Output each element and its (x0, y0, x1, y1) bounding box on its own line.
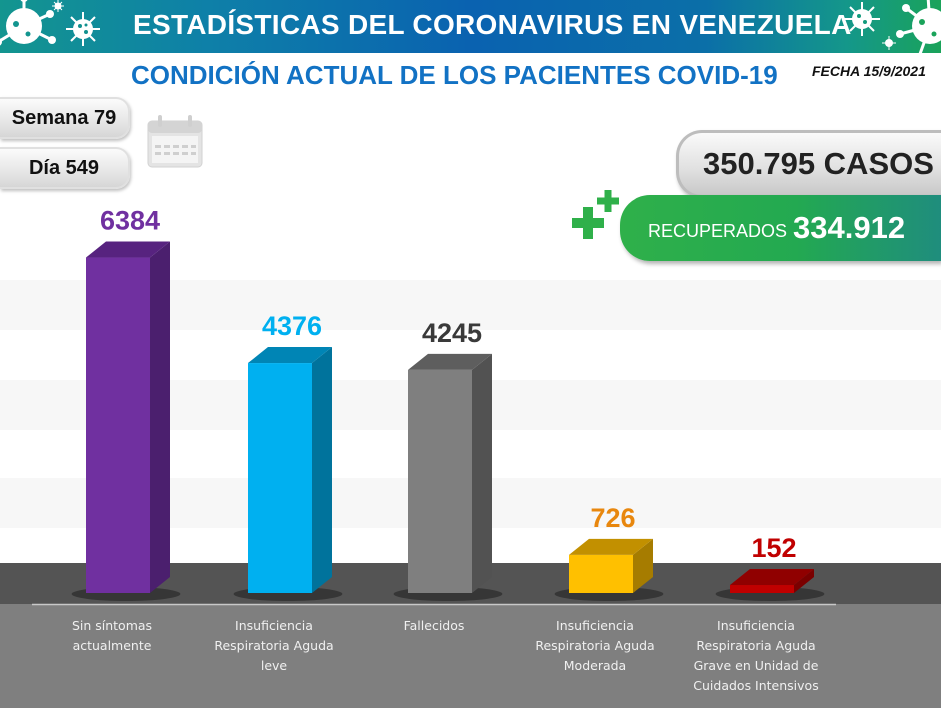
recovered-label: RECUPERADOS (648, 220, 788, 241)
bars: 6384 4376 4245 726 152 (71, 206, 825, 601)
virus-icon (844, 2, 880, 36)
bar-top (86, 241, 170, 258)
medical-cross-icon (572, 207, 604, 239)
bar: 152 (715, 533, 825, 601)
day-label: Día 549 (28, 156, 100, 179)
bar-front (569, 554, 633, 593)
bar-side (633, 538, 653, 593)
bar-value-label: 726 (590, 503, 635, 533)
bar-front (408, 369, 472, 593)
virus-icon (882, 36, 896, 50)
bar-top (248, 347, 332, 364)
week-badge: Semana 79 (0, 97, 130, 139)
category-labels: Sin síntomas actualmente Insuficiencia Resp… (72, 618, 819, 693)
label-area (0, 604, 941, 708)
recovered-value: 334.912 (793, 210, 906, 245)
bar: 4376 (233, 311, 343, 601)
bar-side (794, 569, 814, 593)
virus-icon (66, 12, 100, 46)
bar-side (312, 347, 332, 593)
bar-front (730, 585, 794, 593)
bar-top (730, 569, 814, 586)
bar-value-label: 4376 (262, 311, 322, 341)
calendar-icon (147, 115, 203, 168)
bar-chart: 6384 4376 4245 726 152 Sin síntomas actualmen… (0, 206, 941, 708)
recovered-badge: RECUPERADOS 334.912 (620, 195, 941, 261)
category-label: Insuficiencia Respiratoria Aguda leve (214, 618, 333, 673)
bar-top (569, 538, 653, 555)
banner-title: ESTADÍSTICAS DEL CORONAVIRUS EN VENEZUEL… (133, 9, 852, 40)
page-subtitle: CONDICIÓN ACTUAL DE LOS PACIENTES COVID-… (131, 60, 778, 90)
bar-front (248, 363, 312, 593)
category-label: Sin síntomas actualmente (72, 618, 152, 653)
total-cases-badge: 350.795 CASOS (676, 130, 941, 198)
bar-side (472, 353, 492, 593)
virus-icon (52, 0, 64, 12)
category-label: Insuficiencia Respiratoria Aguda Grave en … (693, 618, 818, 693)
bar-side (150, 241, 170, 594)
bar-value-label: 4245 (422, 318, 482, 348)
virus-icon (0, 0, 56, 46)
virus-icon (896, 0, 941, 55)
total-cases: 350.795 CASOS (703, 146, 934, 181)
bar-value-label: 152 (751, 533, 796, 563)
bar: 4245 (393, 318, 503, 601)
category-label: Insuficiencia Respiratoria Aguda Moderada (535, 618, 654, 673)
category-label: Fallecidos (404, 618, 465, 633)
medical-cross-icon (597, 190, 619, 212)
header-banner: ESTADÍSTICAS DEL CORONAVIRUS EN VENEZUEL… (0, 0, 941, 55)
report-date: FECHA 15/9/2021 (812, 63, 926, 79)
bar-front (86, 257, 150, 593)
bar: 726 (554, 503, 664, 601)
bar-top (408, 353, 492, 370)
bar: 6384 (71, 206, 181, 601)
day-badge: Día 549 (0, 147, 130, 189)
bar-value-label: 6384 (100, 206, 160, 236)
week-label: Semana 79 (11, 106, 117, 129)
